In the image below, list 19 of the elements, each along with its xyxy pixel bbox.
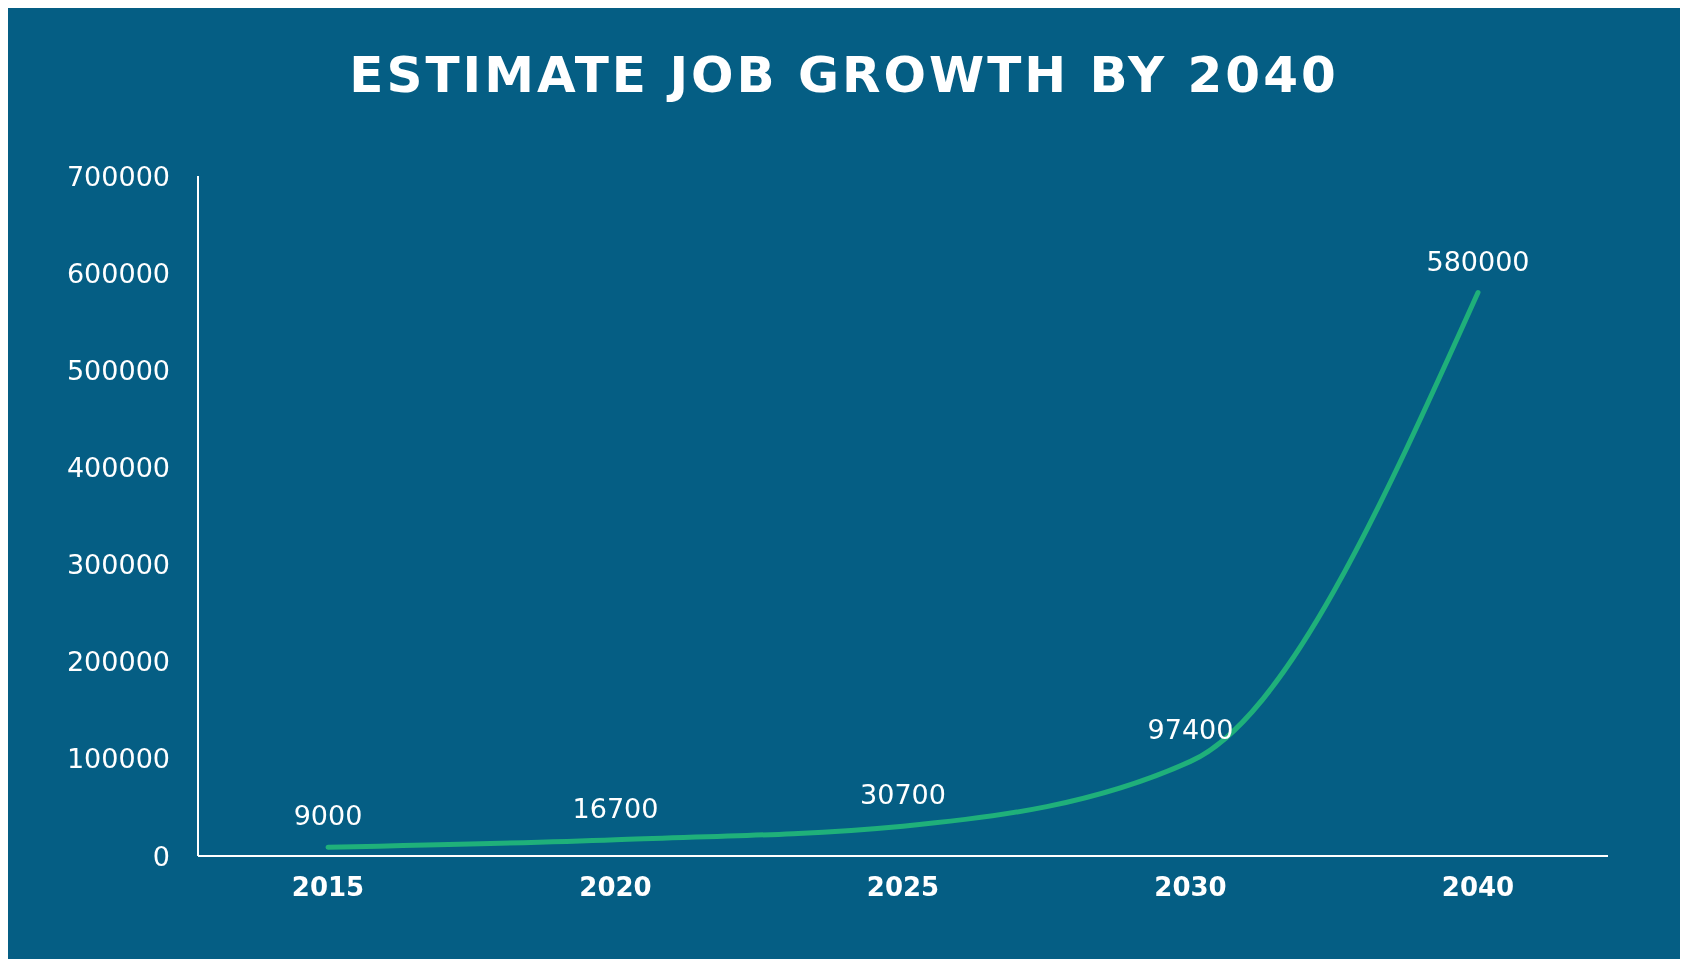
data-label: 580000: [1426, 245, 1530, 277]
y-tick-label: 500000: [66, 354, 170, 386]
y-tick-label: 0: [152, 840, 170, 872]
y-tick-label: 400000: [66, 452, 170, 484]
y-tick-label: 700000: [66, 160, 170, 192]
y-tick-label: 300000: [66, 549, 170, 581]
chart-title: ESTIMATE JOB GROWTH BY 2040: [348, 45, 1340, 106]
data-label: 97400: [1147, 714, 1234, 746]
y-tick-label: 100000: [66, 743, 170, 775]
data-label: 16700: [572, 792, 659, 824]
y-tick-label: 600000: [66, 257, 170, 289]
x-tick-label: 2030: [1154, 872, 1227, 903]
x-tick-label: 2020: [579, 872, 652, 903]
x-tick-label: 2040: [1441, 872, 1515, 903]
data-label: 9000: [293, 800, 363, 832]
x-tick-label: 2015: [291, 872, 365, 903]
data-label: 30700: [860, 779, 946, 811]
x-tick-label: 2025: [866, 872, 940, 903]
y-tick-label: 200000: [66, 646, 170, 678]
